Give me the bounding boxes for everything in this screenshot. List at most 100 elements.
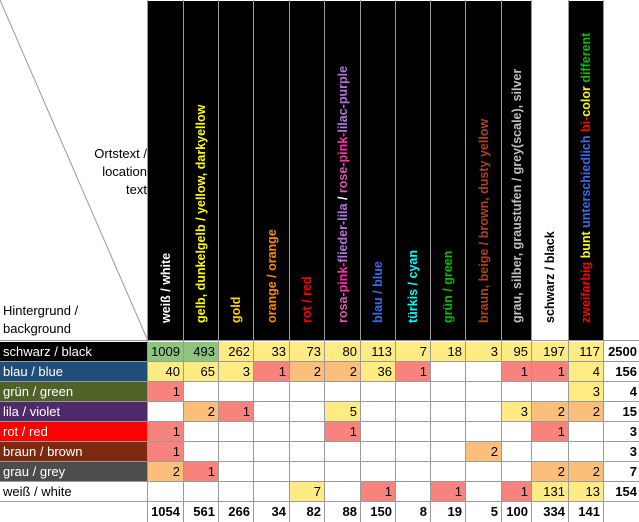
grid-line-vertical [603, 0, 604, 522]
row-label: blau / blue [0, 362, 148, 381]
column-header-text: rose- [336, 163, 350, 194]
column-header-label: grün / green [441, 251, 455, 323]
table-cell [184, 382, 218, 401]
grid-line-horizontal [0, 421, 639, 422]
column-header-text: bi- [579, 117, 593, 132]
column-total: 100 [502, 502, 531, 522]
column-header: rot / red [290, 1, 324, 341]
table-cell [325, 462, 360, 481]
table-cell [431, 462, 465, 481]
column-header-text: grün / green [441, 251, 455, 323]
table-cell: 2 [290, 362, 324, 381]
table-cell [466, 462, 501, 481]
table-cell [325, 442, 360, 461]
table-cell: 1 [361, 482, 395, 501]
column-header-text: unterschiedlich [579, 132, 593, 228]
grid-line-horizontal [0, 481, 639, 482]
column-header-label: grau, silber, graustufen / grey(scale), … [510, 69, 524, 323]
column-header-label: gelb, dunkelgelb / yellow, darkyellow [194, 105, 208, 323]
table-cell [502, 422, 531, 441]
row-total: 156 [604, 362, 639, 381]
table-cell [290, 422, 324, 441]
column-header-text: rosa- [336, 292, 350, 323]
grid-line-vertical [253, 0, 254, 522]
row-total: 4 [604, 382, 639, 401]
row-label: grau / grey [0, 462, 148, 481]
table-cell: 2 [569, 402, 603, 421]
column-header-label: braun, beige / brown, dusty yellow [477, 119, 491, 323]
table-cell: 1 [148, 422, 183, 441]
column-header: braun, beige / brown, dusty yellow [466, 1, 501, 341]
table-cell: 2 [325, 362, 360, 381]
corner-label-line: background [3, 320, 78, 338]
table-cell: 1 [148, 442, 183, 461]
column-total: 88 [325, 502, 360, 522]
column-header-text: different [579, 33, 593, 83]
table-cell [466, 382, 501, 401]
grid-line-horizontal [0, 461, 639, 462]
column-header-text: schwarz / black [543, 231, 557, 323]
corner-label-line: Ortstext / [94, 145, 147, 163]
table-cell [254, 482, 289, 501]
grid-line-horizontal [0, 441, 639, 442]
column-header-text: zweifarbig [579, 258, 593, 323]
grid-line-vertical [183, 0, 184, 522]
table-cell [569, 422, 603, 441]
column-total: 34 [254, 502, 289, 522]
table-cell [361, 402, 395, 421]
table-cell [396, 422, 430, 441]
table-cell: 1 [148, 382, 183, 401]
table-cell [219, 482, 253, 501]
column-header-text: grau, silber, graustufen / grey(scale), … [510, 69, 524, 323]
table-cell [361, 442, 395, 461]
table-cell: 1 [502, 482, 531, 501]
table-cell: 7 [290, 482, 324, 501]
column-total: 141 [569, 502, 603, 522]
table-cell [396, 462, 430, 481]
row-label: weiß / white [0, 482, 148, 501]
table-cell: 2 [148, 462, 183, 481]
column-total: 1054 [148, 502, 183, 522]
grid-line-vertical [531, 0, 532, 522]
column-header: orange / orange [254, 1, 289, 341]
column-header: zweifarbig bunt unterschiedlich bi-color… [569, 1, 603, 341]
column-header: rosa-pink-flieder-lila / rose-pink-lilac… [325, 1, 360, 341]
column-header-label: orange / orange [265, 229, 279, 323]
table-cell: 2 [569, 462, 603, 481]
table-cell [396, 442, 430, 461]
table-cell: 80 [325, 342, 360, 361]
table-cell [219, 382, 253, 401]
column-header-label: blau / blue [371, 261, 385, 323]
column-total: 8 [396, 502, 430, 522]
row-total: 3 [604, 422, 639, 441]
table-cell [431, 382, 465, 401]
table-cell: 1 [431, 482, 465, 501]
table-cell [184, 442, 218, 461]
table-cell: 5 [325, 402, 360, 421]
table-cell: 2 [532, 402, 568, 421]
table-cell [431, 422, 465, 441]
table-cell [290, 382, 324, 401]
column-header-text: pink- [336, 133, 350, 163]
table-cell: 4 [569, 362, 603, 381]
column-header-text: weiß / white [159, 253, 173, 323]
column-header-text: braun, beige / brown, dusty yellow [477, 119, 491, 323]
table-cell: 3 [466, 342, 501, 361]
column-total: 5 [466, 502, 501, 522]
table-cell [254, 402, 289, 421]
table-cell: 18 [431, 342, 465, 361]
column-total: 266 [219, 502, 253, 522]
row-label: lila / violet [0, 402, 148, 421]
column-header-text: gelb, dunkelgelb / yellow, darkyellow [194, 105, 208, 323]
table-cell [361, 462, 395, 481]
column-header-text: lilac-purple [336, 66, 350, 133]
grid-line-horizontal [0, 361, 639, 362]
table-cell: 65 [184, 362, 218, 381]
table-cell [254, 422, 289, 441]
table-cell: 113 [361, 342, 395, 361]
grid-line-vertical [501, 0, 502, 522]
table-cell: 197 [532, 342, 568, 361]
table-cell [502, 442, 531, 461]
row-total: 15 [604, 402, 639, 421]
grid-line-horizontal [0, 381, 639, 382]
